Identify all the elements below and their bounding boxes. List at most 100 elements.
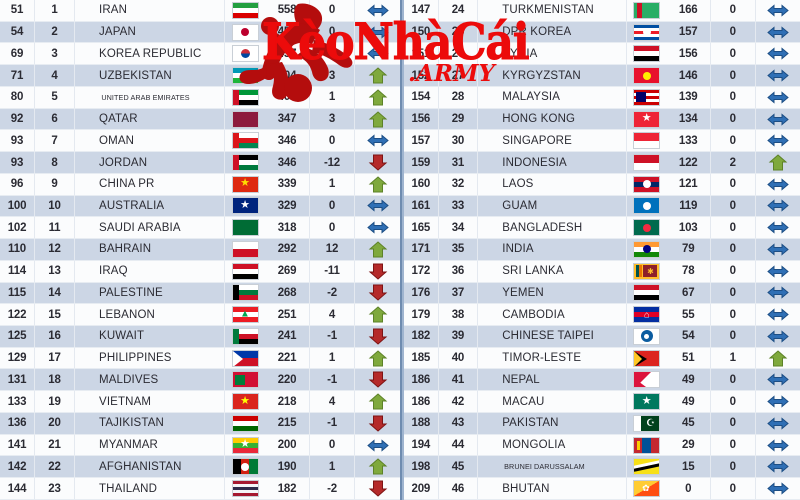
table-row[interactable]: 142 22 AFGHANISTAN 190 1 <box>0 456 400 479</box>
cell-points-value: 241 <box>277 330 297 343</box>
table-row[interactable]: 186 42 MACAU ★ 49 0 <box>404 391 800 413</box>
cell-change: -1 <box>310 412 355 434</box>
cell-change-value: 2 <box>729 156 736 169</box>
table-row[interactable]: 159 31 INDONESIA 122 2 <box>404 152 800 174</box>
table-row[interactable]: 185 40 TIMOR-LESTE 51 1 <box>404 347 800 370</box>
table-row[interactable]: 182 39 CHINESE TAIPEI 54 0 <box>404 326 800 348</box>
table-row[interactable]: 186 41 NEPAL 49 0 <box>404 369 800 392</box>
country-name-label: LAOS <box>502 178 534 191</box>
table-row[interactable]: 150 25 DPR KOREA 157 0 <box>404 21 800 44</box>
cell-trend <box>355 174 400 195</box>
table-row[interactable]: 165 34 BANGLADESH 103 0 <box>404 217 800 240</box>
cell-flag <box>627 217 667 238</box>
cell-world-rank: 159 <box>404 152 439 173</box>
cell-change: -2 <box>310 282 355 304</box>
table-row[interactable]: 129 17 PHILIPPINES 221 1 <box>0 347 400 370</box>
cell-asia-position: 35 <box>439 239 479 260</box>
cell-asia-position-value: 34 <box>451 221 465 234</box>
table-row[interactable]: 144 23 THAILAND 182 -2 <box>0 478 400 500</box>
cell-asia-position: 42 <box>439 391 479 412</box>
table-row[interactable]: 152 27 KYRGYZSTAN 146 0 <box>404 65 800 87</box>
table-row[interactable]: 122 15 LEBANON ▲ 251 4 <box>0 304 400 327</box>
table-row[interactable]: 131 18 MALDIVES 220 -1 <box>0 369 400 392</box>
table-row[interactable]: 171 35 INDIA 79 0 <box>404 239 800 261</box>
table-row[interactable]: 147 24 TURKMENISTAN 166 0 <box>404 0 800 22</box>
cell-flag <box>627 435 667 456</box>
flag-bhutan-icon: ✿ <box>633 480 661 498</box>
cell-country-name: CAMBODIA <box>478 304 627 326</box>
table-row[interactable]: 125 16 KUWAIT 241 -1 <box>0 326 400 348</box>
table-row[interactable]: 93 8 JORDAN 346 -12 <box>0 152 400 174</box>
table-row[interactable]: 188 43 PAKISTAN ☪ 45 0 <box>404 412 800 435</box>
cell-points: 121 <box>666 173 711 195</box>
trend-flat-icon <box>366 47 389 60</box>
cell-change: -11 <box>310 260 355 282</box>
cell-asia-position-value: 13 <box>48 265 61 278</box>
table-row[interactable]: 156 29 HONG KONG ★ 134 0 <box>404 108 800 131</box>
cell-points: 269 <box>265 260 310 282</box>
cell-world-rank-value: 131 <box>7 373 27 386</box>
cell-flag: ★ <box>627 109 667 130</box>
country-name-label: YEMEN <box>502 286 544 299</box>
table-row[interactable]: 179 38 CAMBODIA ⌂ 55 0 <box>404 304 800 327</box>
cell-trend <box>756 369 800 390</box>
cell-flag <box>627 174 667 195</box>
cell-world-rank: 69 <box>0 43 35 65</box>
table-row[interactable]: 93 7 OMAN 346 0 <box>0 130 400 153</box>
table-row[interactable]: 154 28 MALAYSIA 139 0 <box>404 86 800 109</box>
cell-change-value: -2 <box>327 482 337 495</box>
table-row[interactable]: 54 2 JAPAN 453 0 <box>0 21 400 44</box>
cell-points: 55 <box>666 304 711 326</box>
table-row[interactable]: 92 6 QATAR 347 3 <box>0 108 400 131</box>
cell-asia-position: 45 <box>439 456 479 478</box>
cell-points-value: 78 <box>682 265 695 278</box>
cell-asia-position-value: 16 <box>48 330 61 343</box>
table-row[interactable]: 161 33 GUAM 119 0 <box>404 195 800 218</box>
trend-up-icon <box>368 393 387 410</box>
table-row[interactable]: 136 20 TAJIKISTAN 215 -1 <box>0 412 400 435</box>
table-row[interactable]: 176 37 YEMEN 67 0 <box>404 282 800 305</box>
table-row[interactable]: 141 21 MYANMAR ★ 200 0 <box>0 434 400 457</box>
cell-country-name: KYRGYZSTAN <box>478 65 627 86</box>
table-row[interactable]: 100 10 AUSTRALIA ★ 329 0 <box>0 195 400 218</box>
country-name-label: CHINA PR <box>99 178 155 191</box>
cell-flag <box>225 87 265 108</box>
cell-points: 241 <box>265 326 310 347</box>
flag-maldives-icon <box>231 371 259 389</box>
table-row[interactable]: 80 5 UNITED ARAB EMIRATES 408 1 <box>0 86 400 109</box>
cell-points-value: 457 <box>277 47 297 60</box>
flag-bangladesh-icon <box>633 219 661 237</box>
cell-points: 156 <box>666 43 711 65</box>
table-row[interactable]: 198 45 BRUNEI DARUSSALAM 15 0 <box>404 456 800 479</box>
cell-points: 200 <box>265 434 310 456</box>
cell-asia-position: 14 <box>35 282 75 304</box>
table-row[interactable]: 69 3 KOREA REPUBLIC 457 0 <box>0 43 400 66</box>
table-row[interactable]: 114 13 IRAQ 269 -11 <box>0 260 400 283</box>
cell-change: 0 <box>310 0 355 21</box>
cell-asia-position-value: 11 <box>48 221 61 234</box>
country-name-label: MYANMAR <box>99 439 158 452</box>
table-row[interactable]: 209 46 BHUTAN ✿ 0 0 <box>404 478 800 500</box>
table-row[interactable]: 157 30 SINGAPORE 133 0 <box>404 130 800 153</box>
table-row[interactable]: 96 9 CHINA PR ★ 339 1 <box>0 173 400 196</box>
table-row[interactable]: 110 12 BAHRAIN 292 12 <box>0 239 400 261</box>
table-row[interactable]: 71 4 UZBEKISTAN 404 3 <box>0 65 400 87</box>
cell-world-rank-value: 172 <box>411 265 431 278</box>
table-row[interactable]: 172 36 SRI LANKA ✱ 78 0 <box>404 260 800 283</box>
table-row[interactable]: 133 19 VIETNAM ★ 218 4 <box>0 391 400 413</box>
cell-trend <box>355 478 400 499</box>
table-row[interactable]: 194 44 MONGOLIA 29 0 <box>404 434 800 457</box>
table-row[interactable]: 115 14 PALESTINE 268 -2 <box>0 282 400 305</box>
cell-points: 408 <box>265 86 310 108</box>
table-row[interactable]: 151 26 SYRIA 156 0 <box>404 43 800 66</box>
cell-flag <box>225 152 265 173</box>
flag-afghanistan-icon <box>231 458 259 476</box>
cell-flag <box>225 65 265 86</box>
cell-change-value: 1 <box>328 352 336 365</box>
table-row[interactable]: 51 1 IRAN 558 0 <box>0 0 400 22</box>
table-row[interactable]: 102 11 SAUDI ARABIA 318 0 <box>0 217 400 240</box>
table-row[interactable]: 160 32 LAOS 121 0 <box>404 173 800 196</box>
cell-world-rank: 185 <box>404 347 439 369</box>
cell-world-rank-value: 136 <box>7 417 27 430</box>
cell-points: 67 <box>666 282 711 304</box>
